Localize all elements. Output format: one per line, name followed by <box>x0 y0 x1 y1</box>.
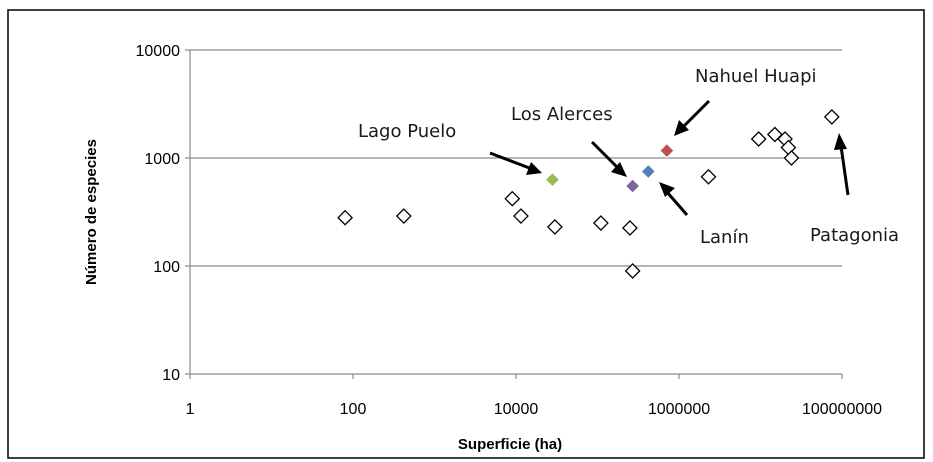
arrow-lago-puelo <box>489 151 533 171</box>
data-point <box>337 209 354 226</box>
data-point <box>513 208 529 224</box>
x-tick-label: 100000000 <box>802 401 882 418</box>
arrow-lanin-head <box>659 182 675 197</box>
data-point <box>622 220 638 236</box>
data-point-nahuel-huapi <box>659 142 675 159</box>
data-point-los-alerces <box>624 178 641 194</box>
annotation-lanin: Lanín <box>700 227 749 248</box>
annotation-patagonia: Patagonia <box>810 225 899 246</box>
annotation-lago-puelo: Lago Puelo <box>358 121 456 142</box>
y-tick-label: 10 <box>162 367 180 384</box>
data-point <box>395 208 412 224</box>
data-point <box>592 215 609 231</box>
data-points <box>337 109 840 279</box>
arrow-nahuel-huapi <box>681 99 711 129</box>
y-tick-label: 100 <box>153 259 180 276</box>
x-tick-label: 10000 <box>494 401 539 418</box>
arrow-patagonia-head <box>834 133 847 150</box>
x-axis-title: Superficie (ha) <box>458 436 562 453</box>
y-tick-label: 10000 <box>136 43 181 60</box>
gridlines <box>190 49 842 267</box>
y-axis-title: Número de especies <box>83 139 100 285</box>
data-point <box>783 150 800 166</box>
annotation-arrows <box>489 99 850 216</box>
data-point-lan-n <box>640 163 657 180</box>
y-tick-label: 1000 <box>144 151 180 168</box>
x-tick-label: 100 <box>340 401 367 418</box>
arrow-los-alerces-head <box>611 162 627 177</box>
data-point <box>823 109 840 125</box>
annotation-los-alerces: Los Alerces <box>511 104 613 125</box>
chart-frame <box>7 9 925 459</box>
data-point-lago-puelo <box>544 171 561 188</box>
data-point <box>504 190 521 207</box>
x-tick-label: 1000000 <box>648 401 710 418</box>
arrow-nahuel-huapi-head <box>674 120 689 136</box>
data-point <box>700 168 717 185</box>
arrow-lago-puelo-head <box>526 162 542 175</box>
annotation-nahuel-huapi: Nahuel Huapi <box>695 66 817 87</box>
x-tick-label: 1 <box>186 401 195 418</box>
arrow-los-alerces <box>590 140 620 170</box>
data-point <box>624 263 641 279</box>
axes <box>185 49 843 379</box>
x-tick-labels: 1 100 10000 1000000 100000000 <box>186 401 883 418</box>
y-tick-labels: 10 100 1000 10000 <box>136 43 181 384</box>
arrow-lanin <box>665 191 689 216</box>
arrow-patagonia <box>839 145 850 196</box>
data-point <box>750 131 767 147</box>
data-point <box>546 219 563 235</box>
